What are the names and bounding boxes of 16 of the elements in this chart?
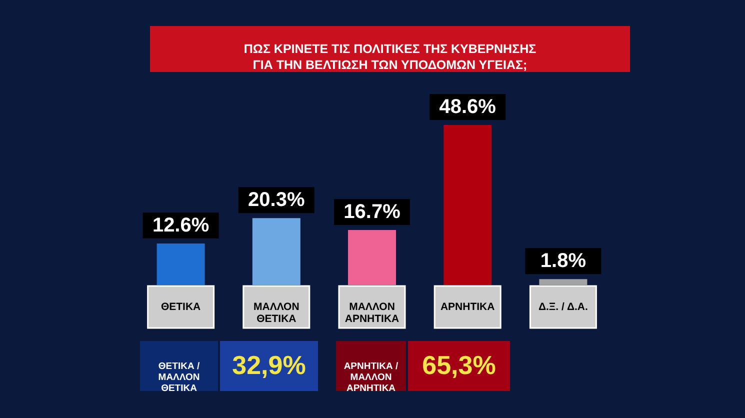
x-tick-label: ΜΑΛΛΟΝ ΘΕΤΙΚΑ xyxy=(253,301,300,325)
x-tick-label: ΘΕΤΙΚΑ xyxy=(160,301,202,313)
data-label: 16.7% xyxy=(344,201,401,224)
data-label: 12.6% xyxy=(152,214,210,237)
text: ΘΕΤΙΚΑ / ΜΑΛΛΟΝ ΘΕΤΙΚΑ xyxy=(158,361,200,394)
x-tick-label: Δ.Ξ. / Δ.Α. xyxy=(538,301,588,313)
x-tick-label: ΜΑΛΛΟΝ ΑΡΝΗΤΙΚΑ xyxy=(344,301,400,325)
data-label: 20.3% xyxy=(248,189,305,212)
text: 32,9% xyxy=(232,350,306,380)
bar xyxy=(539,279,588,285)
chart-title: ΠΩΣ ΚΡΙΝΕΤΕ ΤΙΣ ΠΟΛΙΤΙΚΕΣ ΤΗΣ ΚΥΒΕΡΝΗΣΗΣ ΓΙΑ ΤΗΝ ΒΕΛΤΙΩΣΗ ΤΩΝ ΥΠΟΔΟΜΩΝ ΥΓΕΙΑΣ; xyxy=(244,42,537,72)
x-tick-label: ΑΡΝΗΤΙΚΑ xyxy=(440,301,496,313)
text: 65,3% xyxy=(422,350,496,380)
data-label: 48.6% xyxy=(439,96,496,118)
data-label: 1.8% xyxy=(540,250,586,272)
text: ΑΡΝΗΤΙΚΑ / ΜΑΛΛΟΝ ΑΡΝΗΤΙΚΑ xyxy=(344,361,399,394)
